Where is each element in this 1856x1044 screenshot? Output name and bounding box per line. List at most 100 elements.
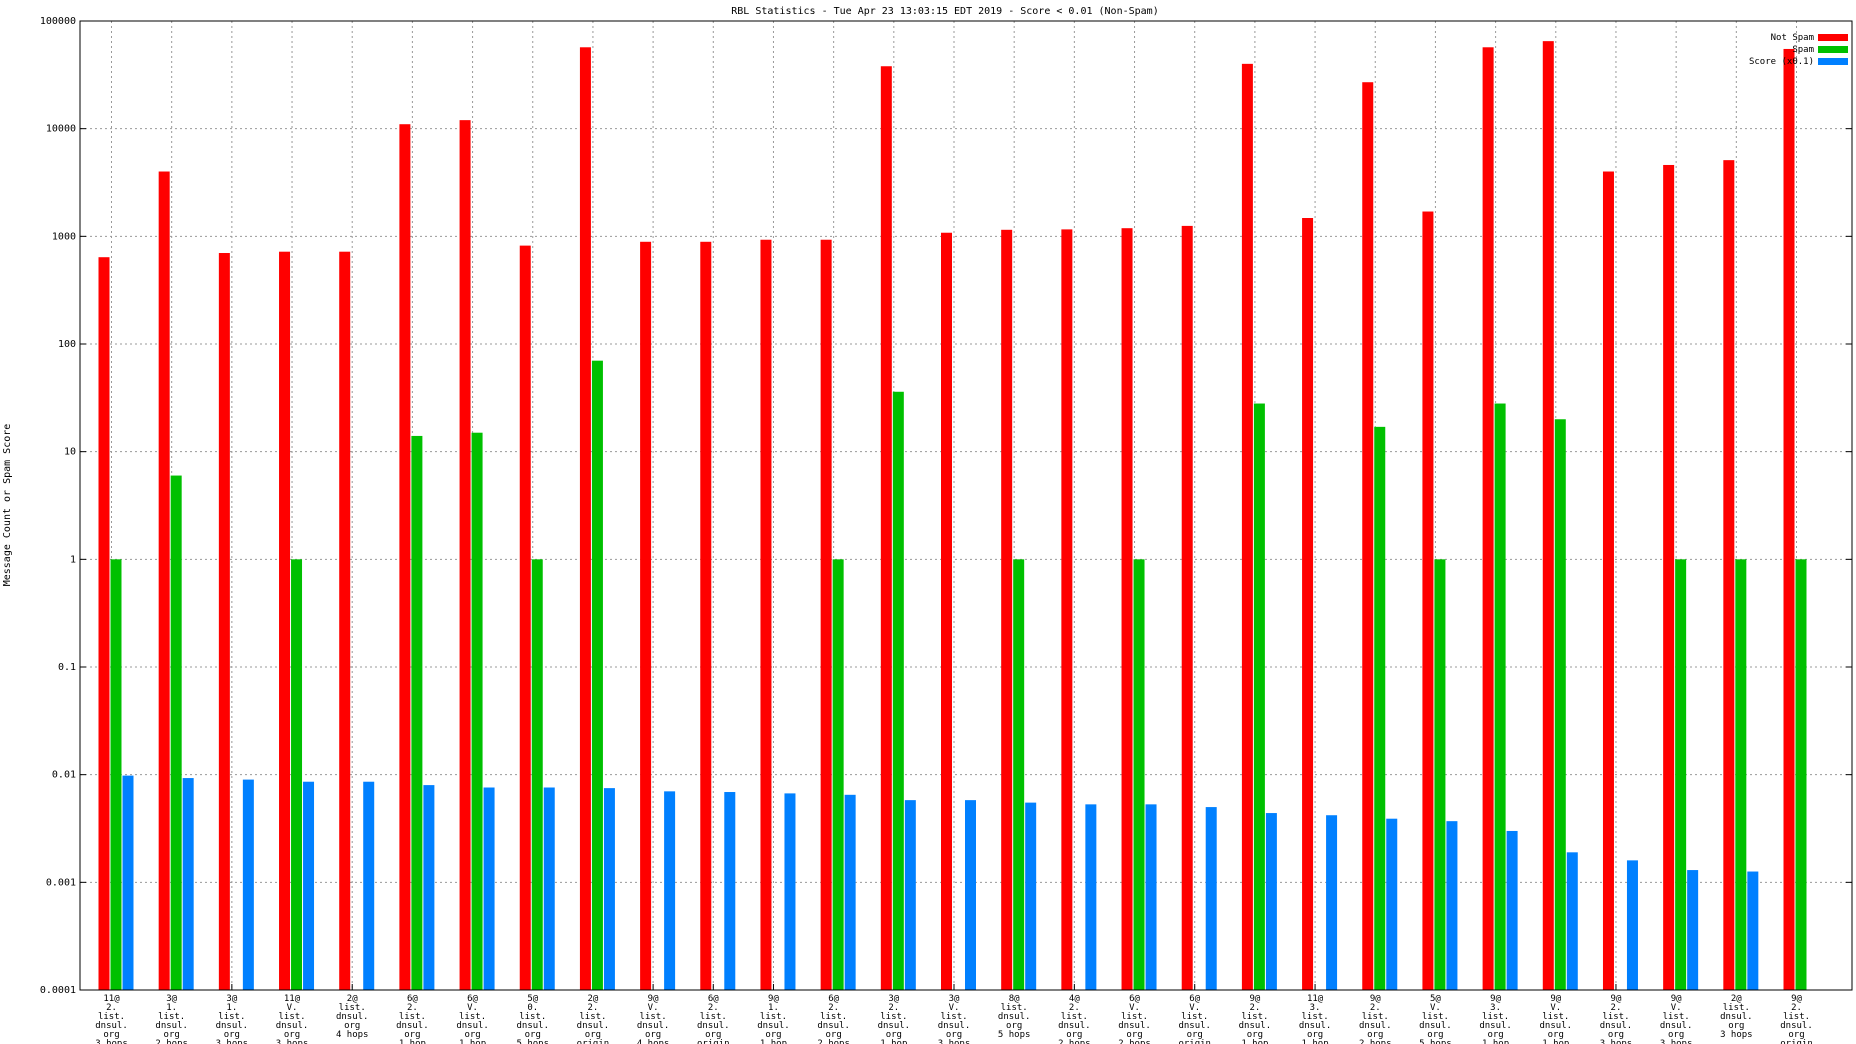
- x-tick-label: org: [344, 1021, 360, 1031]
- bar-spam: [1795, 559, 1807, 990]
- bar-score-x0-1: [1506, 830, 1518, 990]
- x-tick-label: org: [103, 1030, 119, 1040]
- bar-not-spam: [1542, 41, 1554, 990]
- x-tick-label: dnsul.: [276, 1021, 309, 1031]
- x-tick-label: 9@: [1791, 994, 1802, 1004]
- x-tick-label: org: [1788, 1030, 1804, 1040]
- bar-spam: [591, 360, 603, 991]
- bar-not-spam: [880, 66, 892, 991]
- bar-score-x0-1: [1747, 871, 1759, 990]
- x-tick-label: list.: [579, 1012, 606, 1022]
- x-tick-label: dnsul.: [1178, 1021, 1211, 1031]
- bar-spam: [1554, 419, 1566, 991]
- x-tick-label: 3@: [226, 994, 237, 1004]
- bar-not-spam: [1422, 211, 1434, 990]
- bar-score-x0-1: [1446, 821, 1458, 990]
- x-tick-label: V.: [287, 1003, 298, 1013]
- x-tick-label: list.: [158, 1012, 185, 1022]
- x-tick-label: 2 hops: [817, 1039, 850, 1044]
- bar-score-x0-1: [483, 787, 495, 990]
- x-tick-label: list.: [339, 1003, 366, 1013]
- bar-not-spam: [1723, 160, 1735, 990]
- bar-not-spam: [1061, 229, 1073, 990]
- x-tick-label: origin: [697, 1039, 730, 1044]
- x-tick-label: 1.: [166, 1003, 177, 1013]
- x-tick-label: list.: [640, 1012, 667, 1022]
- x-tick-label: dnsul.: [1780, 1021, 1813, 1031]
- x-tick-label: V.: [1550, 1003, 1561, 1013]
- x-tick-label: 2@: [588, 994, 599, 1004]
- bar-not-spam: [820, 239, 832, 990]
- bar-not-spam: [519, 245, 531, 991]
- x-tick-label: 3@: [888, 994, 899, 1004]
- x-tick-label: 2@: [347, 994, 358, 1004]
- x-tick-label: dnsul.: [1600, 1021, 1633, 1031]
- legend-swatch: [1818, 34, 1848, 41]
- bar-score-x0-1: [1025, 802, 1037, 990]
- x-tick-label: V.: [1671, 1003, 1682, 1013]
- x-tick-label: 3@: [166, 994, 177, 1004]
- x-tick-label: 2 hops: [155, 1039, 188, 1044]
- bar-score-x0-1: [1626, 860, 1638, 990]
- x-tick-label: org: [1487, 1030, 1503, 1040]
- bar-spam: [1374, 426, 1386, 991]
- x-tick-label: list.: [459, 1012, 486, 1022]
- bar-spam: [291, 559, 303, 990]
- bar-score-x0-1: [1566, 852, 1578, 990]
- bar-not-spam: [1482, 47, 1494, 991]
- bar-not-spam: [941, 232, 952, 990]
- x-tick-label: dnsul.: [216, 1021, 249, 1031]
- bar-score-x0-1: [303, 781, 315, 990]
- x-tick-label: list.: [1181, 1012, 1208, 1022]
- bar-spam: [1013, 559, 1025, 990]
- x-tick-label: origin: [1178, 1039, 1211, 1044]
- x-tick-label: org: [1247, 1030, 1263, 1040]
- x-tick-label: 9@: [1671, 994, 1682, 1004]
- bar-spam: [1434, 559, 1446, 990]
- x-tick-label: dnsul.: [998, 1012, 1031, 1022]
- x-tick-label: origin: [1780, 1039, 1813, 1044]
- x-tick-label: 3.: [1490, 1003, 1501, 1013]
- x-tick-label: list.: [278, 1012, 305, 1022]
- bar-spam: [1133, 559, 1145, 990]
- x-tick-label: 11@: [103, 994, 120, 1004]
- x-tick-label: list.: [1542, 1012, 1569, 1022]
- x-tick-label: org: [1427, 1030, 1443, 1040]
- x-tick-label: 6@: [1189, 994, 1200, 1004]
- x-tick-label: org: [1668, 1030, 1684, 1040]
- x-tick-label: 1 hop: [760, 1039, 787, 1044]
- grid-lines: [80, 20, 1852, 991]
- x-tick-label: org: [404, 1030, 420, 1040]
- bar-not-spam: [760, 239, 772, 990]
- x-tick-label: org: [1728, 1021, 1744, 1031]
- bar-score-x0-1: [1265, 813, 1277, 990]
- bar-score-x0-1: [1205, 807, 1217, 990]
- bars: [98, 41, 1807, 991]
- x-tick-label: V.: [949, 1003, 960, 1013]
- x-tick-label: list.: [1061, 1012, 1088, 1022]
- x-tick-label: org: [886, 1030, 902, 1040]
- x-tick-label: list.: [1482, 1012, 1509, 1022]
- bar-score-x0-1: [603, 788, 615, 990]
- bar-not-spam: [1181, 225, 1193, 990]
- x-tick-label: dnsul.: [155, 1021, 188, 1031]
- x-tick-label: 3 hops: [938, 1039, 971, 1044]
- x-tick-label: 3 hops: [1660, 1039, 1693, 1044]
- x-tick-label: 4 hops: [336, 1030, 369, 1040]
- legend-swatch: [1818, 46, 1848, 53]
- legend-label: Spam: [1792, 45, 1814, 55]
- x-tick-label: 1.: [226, 1003, 237, 1013]
- x-tick-label: org: [765, 1030, 781, 1040]
- x-tick-label: 2.: [708, 1003, 719, 1013]
- x-tick-label: list.: [1241, 1012, 1268, 1022]
- x-tick-label: 1 hop: [459, 1039, 486, 1044]
- x-tick-label: dnsul.: [577, 1021, 610, 1031]
- x-tick-label: V.: [648, 1003, 659, 1013]
- x-tick-label: 2.: [588, 1003, 599, 1013]
- y-axis-label: Message Count or Spam Score: [2, 424, 13, 587]
- bar-score-x0-1: [784, 793, 796, 990]
- x-tick-label: 3.: [1310, 1003, 1321, 1013]
- x-tick-label: dnsul.: [1660, 1021, 1693, 1031]
- x-tick-label: org: [705, 1030, 721, 1040]
- x-tick-label: dnsul.: [396, 1021, 429, 1031]
